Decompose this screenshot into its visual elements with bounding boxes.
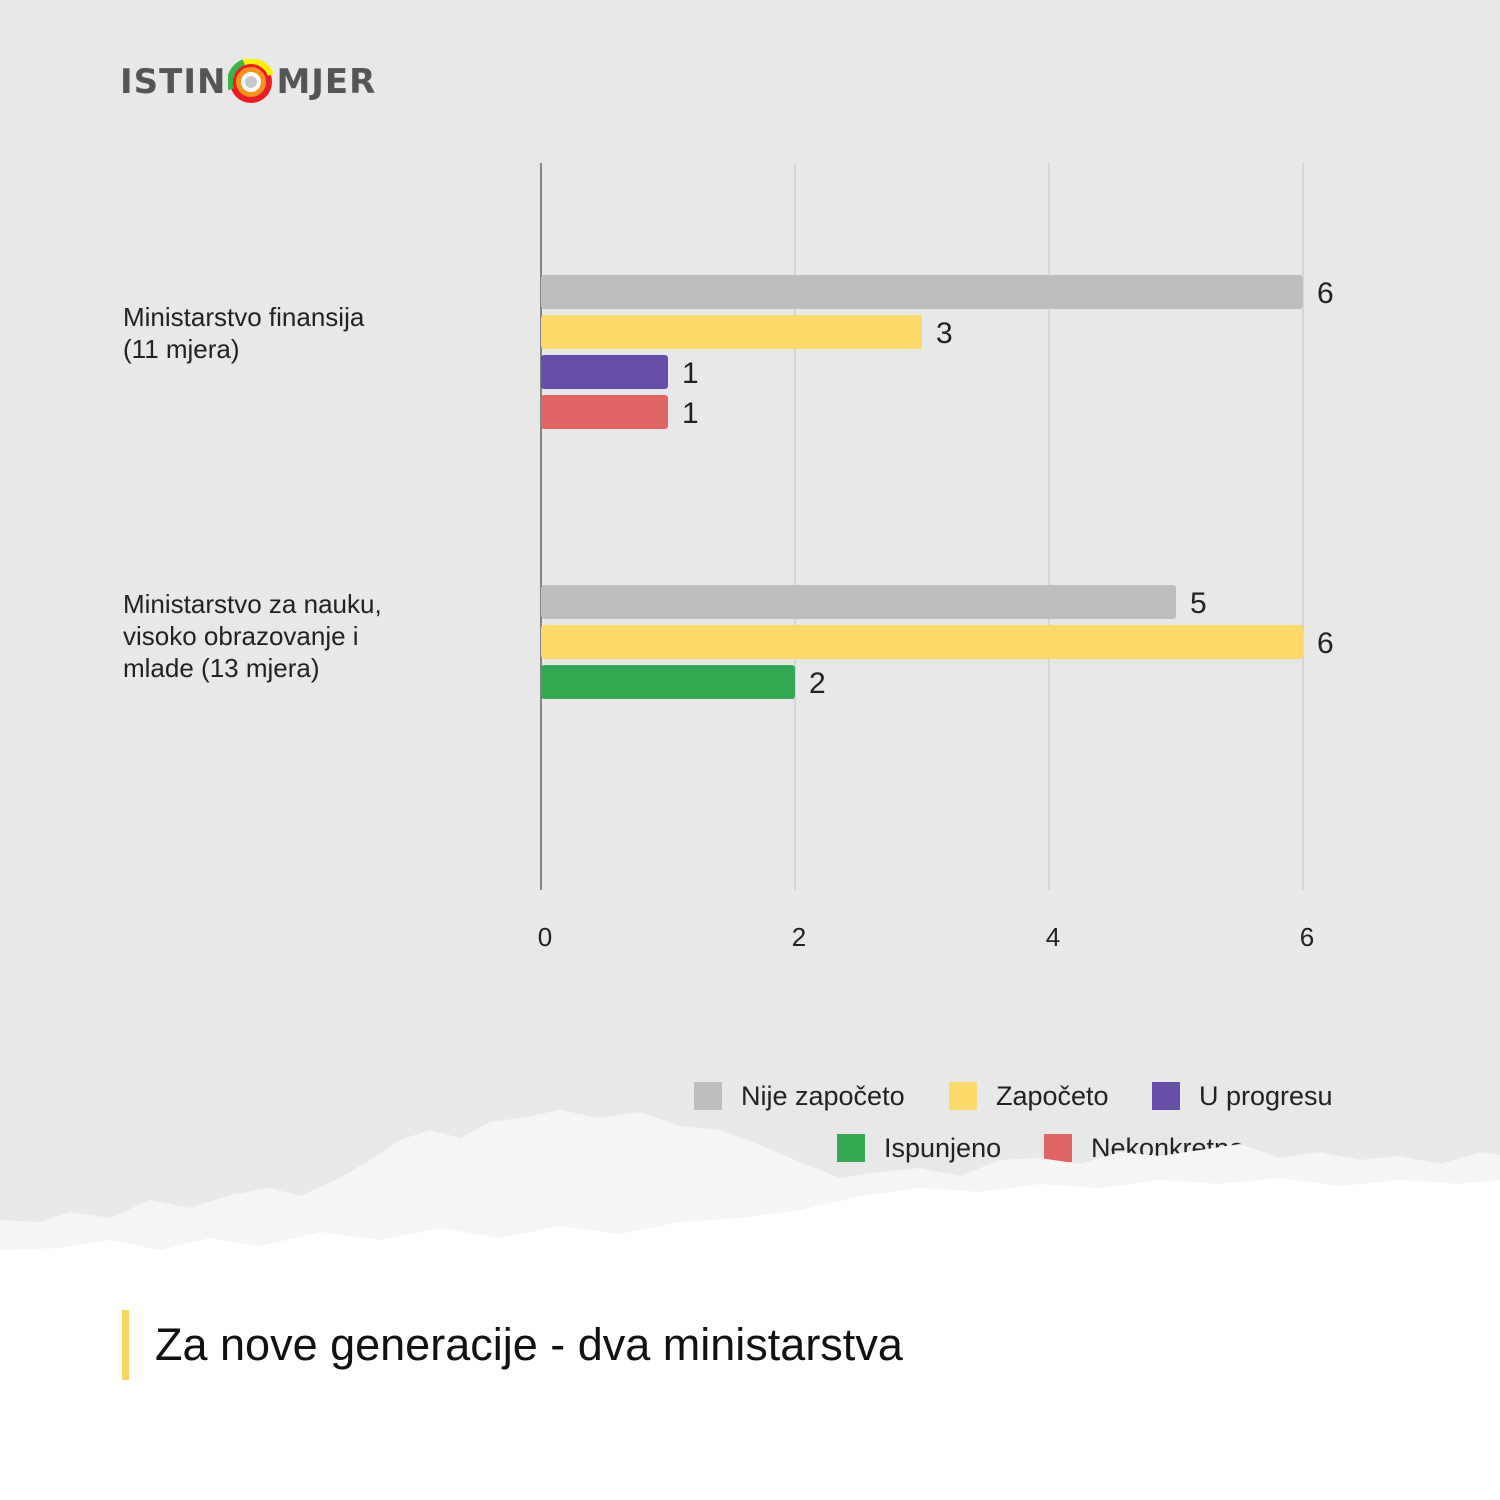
category-label: Ministarstvo za nauku, visoko obrazovanje… <box>123 589 382 683</box>
data-label: 2 <box>809 667 826 700</box>
chart-title: Za nove generacije - dva ministarstva <box>155 1319 903 1370</box>
data-label: 1 <box>682 397 699 430</box>
x-tick-label: 4 <box>1046 922 1060 952</box>
legend-swatch <box>694 1082 722 1110</box>
x-tick-label: 2 <box>792 922 806 952</box>
legend-swatch <box>837 1134 865 1162</box>
legend-swatch <box>949 1082 977 1110</box>
legend-swatch <box>1152 1082 1180 1110</box>
torn-paper-edge <box>0 1110 1500 1500</box>
data-label: 5 <box>1190 587 1207 620</box>
bar-chart: 0 2 4 6 Ministarstvo finansija (11 mjera) 6 3 1 1… <box>123 163 1334 1163</box>
logo-text-right: MJER <box>276 62 377 102</box>
legend-label: Započeto <box>996 1081 1109 1111</box>
legend-swatch <box>1044 1134 1072 1162</box>
legend-label: Nije započeto <box>741 1081 905 1111</box>
bar <box>541 625 1303 659</box>
bar <box>541 585 1176 619</box>
bar <box>541 275 1303 309</box>
bar <box>541 315 922 349</box>
legend-label: U progresu <box>1199 1081 1333 1111</box>
data-label: 1 <box>682 357 699 390</box>
chart-title-block: Za nove generacije - dva ministarstva <box>122 1310 903 1380</box>
bar <box>541 665 795 699</box>
category-label: Ministarstvo finansija (11 mjera) <box>123 302 365 364</box>
bar <box>541 355 668 389</box>
target-ring-icon <box>228 59 275 105</box>
istinomjer-logo: ISTIN MJER <box>120 58 376 106</box>
logo-text-left: ISTIN <box>120 62 227 102</box>
data-label: 6 <box>1317 627 1334 660</box>
data-label: 3 <box>936 317 953 350</box>
x-tick-label: 0 <box>538 922 552 952</box>
legend-label: Ispunjeno <box>884 1133 1001 1163</box>
x-tick-label: 6 <box>1300 922 1314 952</box>
bar <box>541 395 668 429</box>
data-label: 6 <box>1317 277 1334 310</box>
